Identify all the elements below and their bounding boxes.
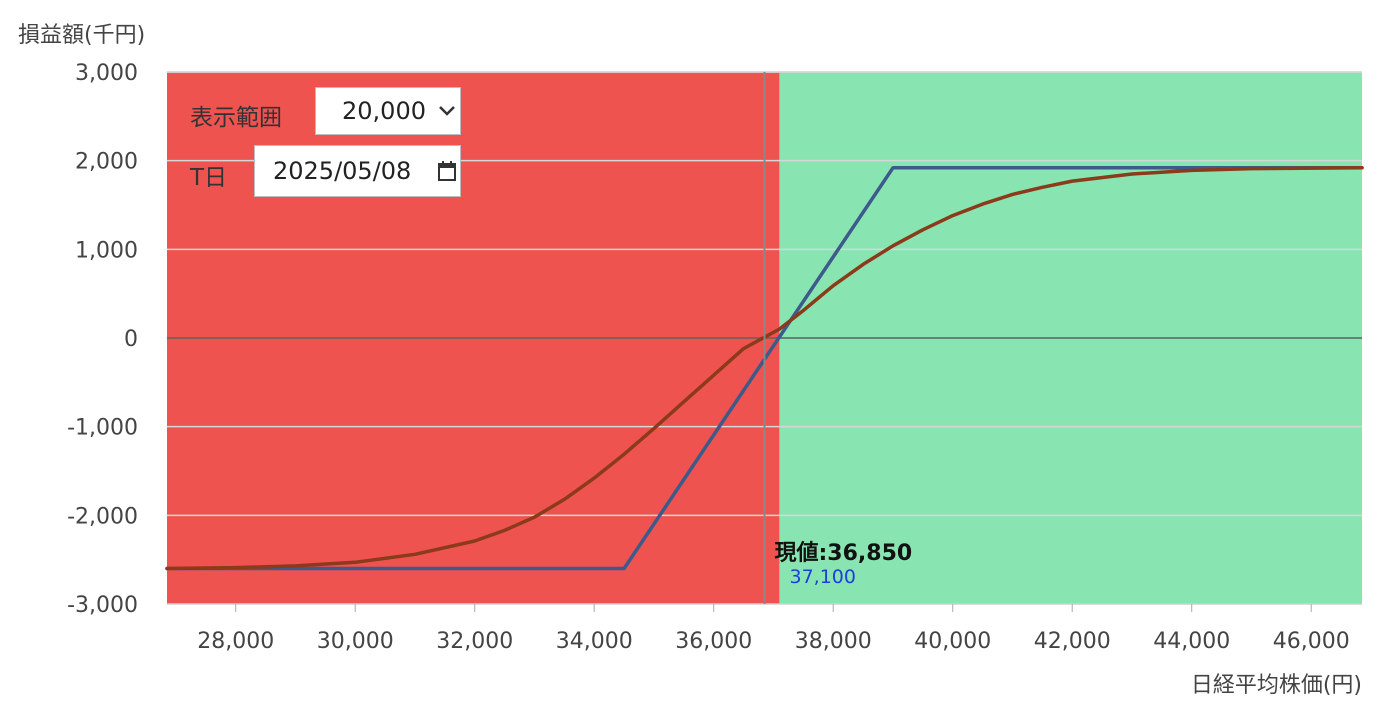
range-select[interactable]: 20,000 [315,87,461,135]
x-tick-label: 36,000 [675,629,752,654]
x-tick-label: 32,000 [436,629,513,654]
range-select-value: 20,000 [342,97,426,125]
x-axis-label: 日経平均株価(円) [1191,673,1362,698]
range-label: 表示範囲 [190,105,282,131]
x-tick-label: 46,000 [1273,629,1350,654]
date-input[interactable]: 2025/05/08 [254,145,461,197]
y-axis-label: 損益額(千円) [18,23,145,48]
x-tick-label: 42,000 [1034,629,1111,654]
y-tick-label: -2,000 [67,504,138,529]
date-label: T日 [190,165,228,191]
y-tick-label: 1,000 [75,238,138,263]
payoff-at-expiry-line [165,166,1364,571]
current-value-label: 現値:36,850 [775,541,913,566]
y-tick-label: -3,000 [67,593,138,618]
x-tick-label: 40,000 [914,629,991,654]
x-tick-label: 44,000 [1153,629,1230,654]
x-tick-label: 38,000 [795,629,872,654]
y-tick-label: 2,000 [75,150,138,175]
date-input-value: 2025/05/08 [273,157,412,185]
x-tick-label: 34,000 [556,629,633,654]
y-tick-label: -1,000 [67,416,138,441]
y-tick-label: 0 [124,327,138,352]
breakeven-label: 37,100 [790,566,856,588]
payoff-t-day-line [165,166,1364,571]
x-tick-label: 30,000 [317,629,394,654]
y-tick-label: 3,000 [75,61,138,86]
x-tick-label: 28,000 [197,629,274,654]
calendar-icon[interactable] [434,158,460,184]
chevron-down-icon [434,98,460,124]
